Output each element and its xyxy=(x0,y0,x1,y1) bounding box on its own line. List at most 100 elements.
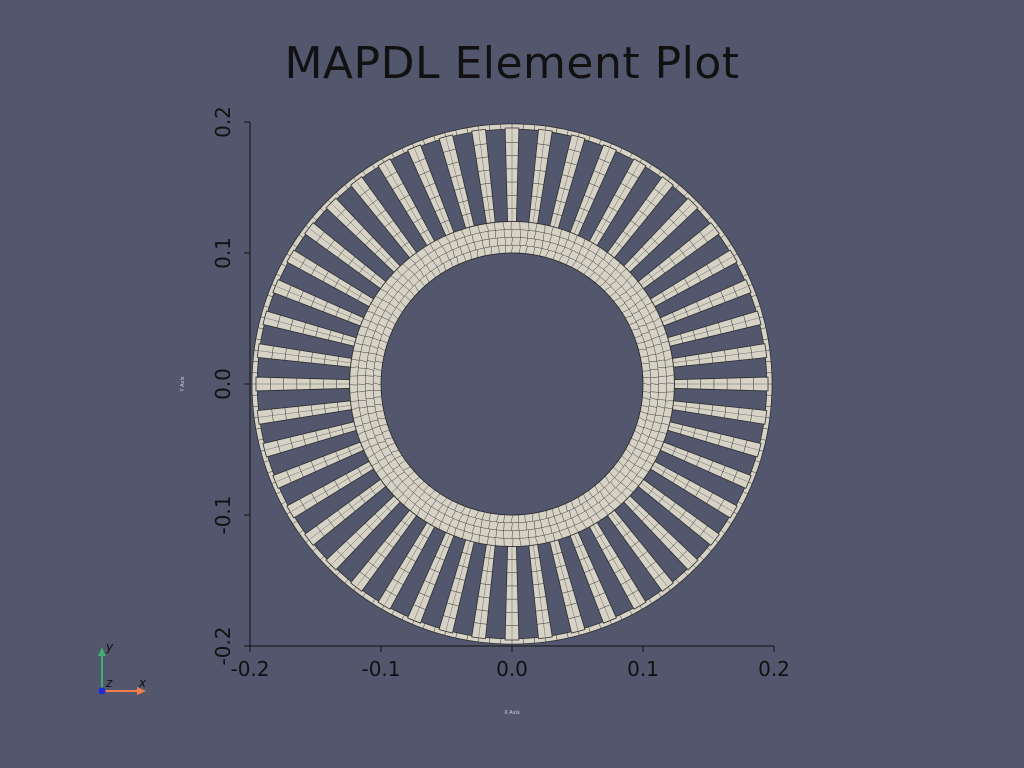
hub-element-edge xyxy=(359,406,368,409)
hub-element-edge xyxy=(568,250,573,258)
hub-element-edge xyxy=(636,287,644,293)
hub-element-edge xyxy=(599,481,605,489)
hub-element-edge xyxy=(583,493,587,502)
hub-element-edge xyxy=(370,303,378,308)
hub-element-edge xyxy=(419,279,425,287)
hub-element-edge xyxy=(391,487,398,494)
hub-element-edge xyxy=(615,498,622,505)
ring-element-edge xyxy=(726,520,732,524)
spoke xyxy=(528,128,553,227)
hub-element-edge xyxy=(519,237,521,246)
hub-element-edge xyxy=(360,326,369,328)
hub-element-edge xyxy=(628,459,635,465)
hub-element-edge xyxy=(454,527,456,536)
hub-element-edge xyxy=(511,522,513,531)
hub-element-edge xyxy=(603,286,612,291)
hub-element-edge xyxy=(634,464,642,469)
hub-element-edge xyxy=(539,248,543,256)
hub-element-edge xyxy=(370,345,378,349)
spoke-body xyxy=(256,343,355,368)
hub-ring-elements xyxy=(349,221,675,547)
hub-element-edge xyxy=(456,256,459,265)
hub-element-edge xyxy=(655,440,664,442)
hub-element-edge xyxy=(642,376,651,379)
hub-element-edge xyxy=(397,493,404,500)
hub-element-edge xyxy=(463,253,467,262)
hub-element-edge xyxy=(357,383,366,385)
hub-element-edge xyxy=(378,346,386,352)
hub-element-edge xyxy=(642,397,651,400)
hub-element-edge xyxy=(444,507,449,515)
hub-element-edge xyxy=(518,530,521,539)
spoke-body xyxy=(528,541,553,640)
hub-element-edge xyxy=(350,366,359,368)
hub-element-edge xyxy=(384,453,393,458)
hub-element-edge xyxy=(380,446,389,451)
hub-element-edge xyxy=(641,294,648,301)
spoke xyxy=(350,176,419,261)
hub-element-edge xyxy=(640,356,649,358)
hub-element-edge xyxy=(656,324,664,329)
hub-element-edge xyxy=(447,500,453,508)
spoke-element-edge xyxy=(384,524,431,605)
hub-element-edge xyxy=(573,525,579,533)
hub-element-edge xyxy=(373,375,382,377)
spoke-body xyxy=(256,400,355,425)
hub-element-edge xyxy=(534,536,539,545)
spoke-element-edge xyxy=(265,317,356,343)
hub-element-edge xyxy=(605,275,611,282)
hub-element-edge xyxy=(642,391,651,393)
ring-element-edge xyxy=(762,427,769,430)
hub-element-edge xyxy=(465,515,469,524)
hub-element-edge xyxy=(569,510,572,519)
hub-element-edge xyxy=(367,328,376,332)
hub-element-edge xyxy=(382,332,390,338)
hub-element-edge xyxy=(495,529,497,538)
hub-element-edge xyxy=(379,424,388,426)
ring-element-edge xyxy=(362,170,367,176)
ring-element-edge xyxy=(742,491,748,495)
hub-element-edge xyxy=(625,286,633,292)
hub-element-edge xyxy=(648,328,657,331)
hub-element-edge xyxy=(594,485,599,493)
hub-element-edge xyxy=(583,268,589,275)
hub-element-edge xyxy=(599,281,606,287)
spoke-body xyxy=(304,222,389,291)
spoke-element-edge xyxy=(652,465,733,512)
hub-element-edge xyxy=(609,291,617,297)
hub-element-edge xyxy=(368,352,377,355)
hub-element-edge xyxy=(645,320,654,325)
hub-element-edge xyxy=(511,530,513,539)
hub-element-edge xyxy=(615,274,622,281)
hub-element-edge xyxy=(642,382,651,386)
ring-element-edge xyxy=(281,501,287,505)
hub-element-edge xyxy=(459,246,463,255)
hub-element-edge xyxy=(621,455,628,461)
ring-element-edge xyxy=(648,164,652,170)
hub-element-edge xyxy=(571,260,577,268)
hub-element-edge xyxy=(552,252,557,260)
hub-element-edge xyxy=(385,309,392,316)
ring-element-edge xyxy=(754,460,761,463)
hub-element-edge xyxy=(565,257,570,265)
hub-element-edge xyxy=(366,310,375,314)
hub-element-edge xyxy=(371,462,379,467)
axes: -0.2 -0.1 0.0 0.1 0.2 -0.2 -0.1 0.0 0.1 0.2 X Ax… xyxy=(180,106,790,716)
ring-element-edge xyxy=(344,579,349,584)
hub-element-edge xyxy=(544,250,550,258)
ring-element-edge xyxy=(336,571,341,576)
hub-element-edge xyxy=(519,538,522,547)
hub-element-edge xyxy=(441,497,448,504)
hub-element-edge xyxy=(653,421,662,425)
spoke xyxy=(256,343,355,368)
hub-element-edge xyxy=(533,247,536,255)
hub-element-edge xyxy=(638,440,646,445)
ring-element-edge xyxy=(720,234,726,239)
hub-element-edge xyxy=(593,496,598,504)
hub-element-edge xyxy=(448,242,453,251)
hub-element-edge xyxy=(632,480,639,486)
hub-element-edge xyxy=(619,471,626,477)
hub-element-edge xyxy=(409,258,416,264)
hub-element-edge xyxy=(609,493,616,500)
hub-element-edge xyxy=(419,491,425,498)
